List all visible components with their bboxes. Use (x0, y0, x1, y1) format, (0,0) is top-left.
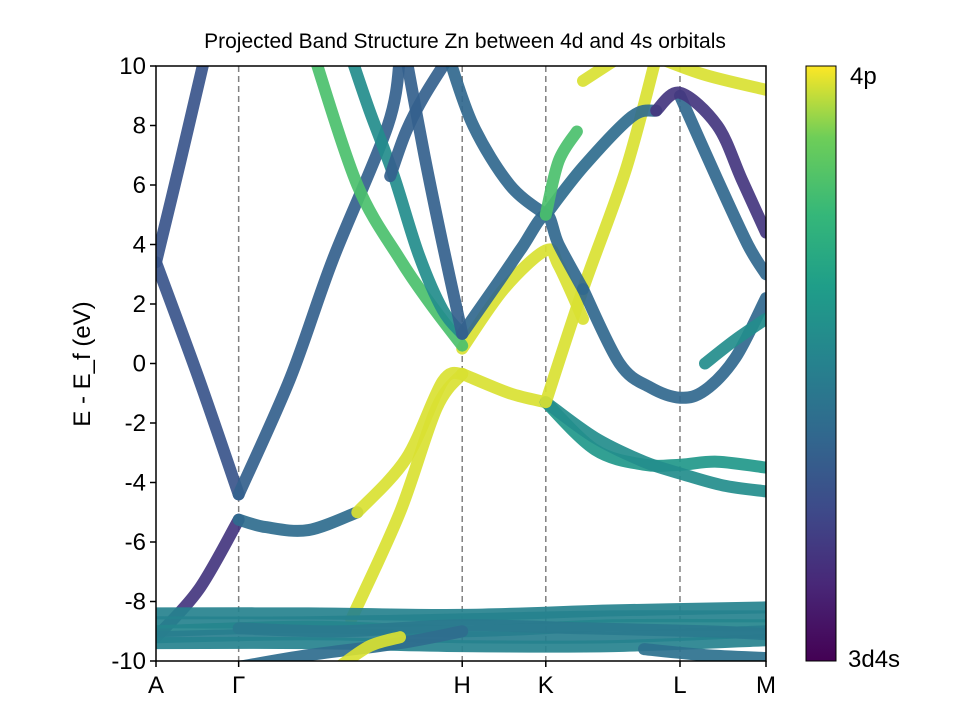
band-line (539, 125, 583, 221)
band-line (674, 89, 766, 281)
band-line (311, 66, 469, 352)
y-tick-label: 10 (119, 53, 146, 80)
y-axis-ticks: 10 8 6 4 2 0 -2 -4 -6 -8 -10 (111, 53, 156, 675)
band-line (237, 625, 469, 661)
y-tick-label: 8 (133, 113, 146, 140)
band-line (232, 506, 364, 537)
plot-frame (155, 65, 767, 662)
y-tick-label: -4 (125, 470, 146, 497)
y-tick-label: 2 (133, 291, 146, 318)
y-tick-label: 6 (133, 172, 146, 199)
bands (156, 66, 766, 661)
band-line (345, 367, 469, 626)
x-tick-label: A (148, 672, 164, 699)
band-line (539, 104, 663, 221)
band-line (539, 396, 766, 498)
band-line (232, 66, 406, 501)
x-tick-label: M (756, 672, 776, 699)
band-line (445, 66, 552, 221)
band-line (699, 312, 766, 370)
band-line (401, 66, 469, 340)
band-line (577, 66, 617, 87)
y-tick-label: -2 (125, 410, 146, 437)
x-tick-label: Γ (232, 672, 245, 699)
high-symmetry-lines (237, 66, 681, 661)
band-line (347, 66, 469, 340)
band-line (156, 634, 766, 653)
y-tick-label: -10 (111, 648, 146, 675)
x-tick-label: K (538, 672, 554, 699)
band-line (638, 643, 766, 661)
x-tick-label: H (454, 672, 471, 699)
band-line (456, 367, 552, 409)
band-line (156, 256, 245, 501)
band-line (232, 619, 766, 641)
y-tick-label: -6 (125, 529, 146, 556)
y-axis-label: E - E_f (eV) (69, 301, 96, 426)
y-tick-label: 4 (133, 232, 146, 259)
band-line (650, 86, 766, 239)
band-line (336, 631, 406, 661)
band-line (577, 283, 766, 404)
chart-title: Projected Band Structure Zn between 4d a… (204, 30, 726, 53)
band-line (539, 396, 766, 474)
colorbar (805, 65, 837, 662)
colorbar-bottom-label: 3d4s (848, 646, 900, 673)
band-line (662, 66, 766, 96)
x-tick-label: L (673, 672, 686, 699)
y-tick-label: -8 (125, 589, 146, 616)
band-line (351, 366, 469, 519)
band-line (456, 243, 589, 355)
band-line (156, 66, 209, 269)
band-line (456, 208, 589, 340)
y-tick-label: 0 (133, 351, 146, 378)
colorbar-top-label: 4p (850, 63, 877, 90)
